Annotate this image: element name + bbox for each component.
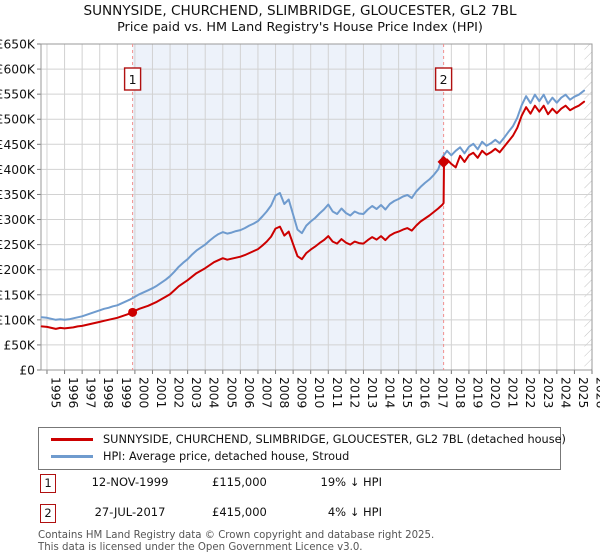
svg-text:2008: 2008 xyxy=(277,377,291,408)
hpi-line-swatch xyxy=(51,455,93,458)
svg-text:£550K: £550K xyxy=(0,88,36,102)
svg-text:1998: 1998 xyxy=(101,377,115,408)
svg-text:2015: 2015 xyxy=(400,377,414,408)
legend-item-price-paid: SUNNYSIDE, CHURCHEND, SLIMBRIDGE, GLOUCE… xyxy=(45,431,566,448)
svg-text:2: 2 xyxy=(440,72,448,87)
svg-text:2014: 2014 xyxy=(383,377,397,408)
svg-text:£150K: £150K xyxy=(0,288,36,302)
sale-annotation-row-1: 1 12-NOV-1999 £115,000 19% ↓ HPI xyxy=(0,474,600,494)
svg-text:£400K: £400K xyxy=(0,163,36,177)
svg-text:2009: 2009 xyxy=(295,377,309,408)
sale-marker xyxy=(437,155,450,168)
svg-text:£250K: £250K xyxy=(0,238,36,252)
svg-text:2024: 2024 xyxy=(558,377,572,408)
svg-text:2019: 2019 xyxy=(470,377,484,408)
svg-text:£450K: £450K xyxy=(0,138,36,152)
footer-line-1: Contains HM Land Registry data © Crown c… xyxy=(38,530,435,541)
svg-text:2012: 2012 xyxy=(347,377,361,408)
chart-legend: SUNNYSIDE, CHURCHEND, SLIMBRIDGE, GLOUCE… xyxy=(38,427,566,470)
sale-marker xyxy=(128,307,138,317)
svg-text:2020: 2020 xyxy=(488,377,502,408)
svg-text:£100K: £100K xyxy=(0,313,36,327)
svg-text:£650K: £650K xyxy=(0,38,36,52)
copyright-footer: Contains HM Land Registry data © Crown c… xyxy=(38,530,598,554)
svg-text:£0: £0 xyxy=(19,364,35,378)
page-title: SUNNYSIDE, CHURCHEND, SLIMBRIDGE, GLOUCE… xyxy=(83,3,517,19)
svg-text:2026: 2026 xyxy=(594,377,600,408)
series-line xyxy=(40,89,586,321)
sale-number-box xyxy=(434,67,453,91)
ownership-shaded-span xyxy=(132,44,444,370)
sale-2-date: 27-JUL-2017 xyxy=(94,505,166,519)
svg-text:2017: 2017 xyxy=(435,377,449,408)
legend-label: SUNNYSIDE, CHURCHEND, SLIMBRIDGE, GLOUCE… xyxy=(103,433,566,446)
footer-line-2: This data is licensed under the Open Gov… xyxy=(38,542,363,554)
legend-item-hpi: HPI: Average price, detached house, Stro… xyxy=(45,448,554,465)
svg-text:2011: 2011 xyxy=(330,377,344,408)
svg-text:£50K: £50K xyxy=(3,338,35,352)
svg-text:2025: 2025 xyxy=(576,377,590,408)
sale-1-number-badge: 1 xyxy=(40,474,56,493)
svg-text:2000: 2000 xyxy=(136,377,150,408)
svg-text:2004: 2004 xyxy=(207,377,221,408)
sale-1-date: 12-NOV-1999 xyxy=(91,475,169,489)
svg-text:2023: 2023 xyxy=(541,377,555,408)
svg-text:2016: 2016 xyxy=(418,377,432,408)
svg-text:2001: 2001 xyxy=(154,377,168,408)
sale-annotation-row-2: 2 27-JUL-2017 £415,000 4% ↓ HPI xyxy=(0,504,600,524)
price-chart: 1995 1996 1997 1998 1999 2000 2001 2002 2003 2004… xyxy=(0,38,600,409)
svg-text:2010: 2010 xyxy=(312,377,326,408)
svg-text:£200K: £200K xyxy=(0,263,36,277)
chart-header: SUNNYSIDE, CHURCHEND, SLIMBRIDGE, GLOUCE… xyxy=(0,3,600,37)
sale-2-price: £415,000 xyxy=(212,505,267,519)
sale-2-number-badge: 2 xyxy=(40,504,56,523)
sale-1-price: £115,000 xyxy=(212,475,267,489)
svg-text:£500K: £500K xyxy=(0,113,36,127)
svg-text:1: 1 xyxy=(129,72,137,87)
svg-text:2005: 2005 xyxy=(224,377,238,408)
svg-text:2003: 2003 xyxy=(189,377,203,408)
svg-text:£350K: £350K xyxy=(0,188,36,202)
svg-text:2013: 2013 xyxy=(365,377,379,408)
svg-text:1995: 1995 xyxy=(48,377,62,408)
svg-text:2002: 2002 xyxy=(172,377,186,408)
svg-text:1996: 1996 xyxy=(66,377,80,408)
svg-text:£600K: £600K xyxy=(0,63,36,77)
sale-2-hpi-delta: 4% ↓ HPI xyxy=(327,505,382,519)
svg-text:2007: 2007 xyxy=(259,377,273,408)
svg-text:2021: 2021 xyxy=(506,377,520,408)
svg-text:2018: 2018 xyxy=(453,377,467,408)
sale-1-hpi-delta: 19% ↓ HPI xyxy=(320,475,382,489)
svg-text:2006: 2006 xyxy=(242,377,256,408)
svg-text:1999: 1999 xyxy=(119,377,133,408)
page-subtitle: Price paid vs. HM Land Registry's House … xyxy=(117,20,483,36)
svg-text:£300K: £300K xyxy=(0,213,36,227)
legend-label: HPI: Average price, detached house, Stro… xyxy=(103,450,350,463)
price-line-swatch xyxy=(51,438,93,441)
svg-text:1997: 1997 xyxy=(84,377,98,408)
future-hatch-span xyxy=(584,44,592,370)
svg-text:2022: 2022 xyxy=(523,377,537,408)
sale-number-box xyxy=(123,67,142,91)
